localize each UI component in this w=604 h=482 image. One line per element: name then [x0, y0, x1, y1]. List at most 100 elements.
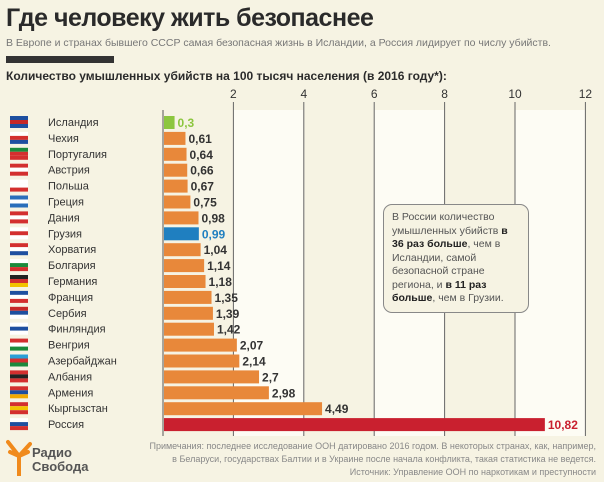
- note-bold: в 36 раз больше: [392, 224, 508, 251]
- value-label: 1,35: [215, 291, 239, 305]
- value-label: 1,04: [204, 243, 228, 257]
- flag-icon: [10, 275, 28, 279]
- note-text: В России количество умышленных убийств: [392, 211, 502, 237]
- country-label: Франция: [48, 292, 93, 304]
- flag-icon: [10, 374, 28, 379]
- value-label: 2,14: [242, 355, 266, 369]
- flag-icon: [10, 306, 28, 311]
- divider: [6, 56, 114, 63]
- country-label: Хорватия: [48, 244, 96, 256]
- country-label: Армения: [48, 387, 93, 399]
- flag-icon: [10, 426, 28, 431]
- flag-icon: [10, 354, 28, 359]
- source-line: Источник: Управление ООН по наркотикам и…: [349, 467, 596, 477]
- flag-icon: [10, 131, 28, 136]
- country-label: Австрия: [48, 165, 90, 177]
- country-label: Чехия: [48, 133, 79, 145]
- value-label: 2,98: [272, 386, 296, 400]
- flag-icon: [10, 386, 28, 391]
- footnote: Примечания: последнее исследование ООН д…: [149, 440, 596, 479]
- flag-icon: [10, 370, 28, 375]
- flag-icon: [10, 243, 28, 248]
- flag-icon: [10, 167, 28, 172]
- country-label: Кыргызстан: [48, 403, 108, 415]
- note-bold: в 11 раз больше: [392, 278, 487, 305]
- bar: [164, 259, 205, 273]
- logo-line: Свобода: [32, 459, 89, 474]
- bar: [164, 306, 213, 320]
- flag-icon: [10, 139, 28, 144]
- flag-icon: [10, 330, 28, 335]
- bar: [164, 163, 188, 177]
- flag-icon: [10, 279, 28, 283]
- bar: [164, 354, 240, 368]
- flag-icon: [10, 283, 28, 287]
- flag-icon: [10, 135, 28, 140]
- flag-icon: [10, 294, 28, 299]
- value-label: 10,82: [548, 418, 578, 432]
- page-title: Где человеку жить безопаснее: [6, 4, 374, 32]
- flag-icon: [10, 195, 28, 200]
- flag-icon: [10, 203, 28, 208]
- flag-icon: [10, 151, 28, 156]
- flag-icon: [10, 120, 28, 124]
- subtitle: В Европе и странах бывшего СССР самая бе…: [6, 37, 551, 49]
- value-label: 0,3: [178, 116, 195, 130]
- value-label: 0,61: [188, 132, 212, 146]
- flag-icon: [10, 259, 28, 264]
- flag-icon: [10, 247, 28, 252]
- flag-icon: [10, 235, 28, 240]
- country-label: Сербия: [48, 308, 87, 320]
- value-label: 0,67: [191, 180, 215, 194]
- value-label: 0,75: [193, 196, 217, 210]
- country-label: Германия: [48, 276, 97, 288]
- flag-icon: [10, 314, 28, 319]
- x-tick-label: 6: [371, 87, 378, 101]
- flag-icon: [10, 338, 28, 343]
- value-label: 4,49: [325, 402, 349, 416]
- flag-icon: [10, 402, 28, 407]
- bar: [164, 290, 212, 304]
- flag-icon: [10, 378, 28, 383]
- flag-icon: [10, 179, 28, 184]
- bar: [164, 116, 175, 129]
- flag-icon: [10, 155, 28, 160]
- bar: [164, 243, 201, 257]
- flag-icon: [10, 362, 28, 367]
- flag-icon: [10, 163, 28, 168]
- country-label: Грузия: [48, 228, 82, 240]
- annotation-box: В России количество умышленных убийств в…: [383, 204, 529, 313]
- flag-icon: [10, 346, 28, 351]
- flag-icon: [10, 406, 28, 411]
- flag-icon: [10, 211, 28, 216]
- flag-icon: [10, 251, 28, 256]
- country-label: Греция: [48, 197, 84, 209]
- value-label: 0,64: [190, 148, 214, 162]
- footnote-line: в Беларуси, государствах Балтии и в Укра…: [172, 454, 596, 464]
- flag-icon: [10, 227, 28, 232]
- x-tick-label: 8: [441, 87, 448, 101]
- flag-icon: [10, 183, 28, 188]
- flag-icon: [10, 290, 28, 295]
- value-label: 1,18: [209, 275, 233, 289]
- value-label: 2,7: [262, 370, 279, 384]
- country-label: Венгрия: [48, 340, 90, 352]
- country-label: Дания: [48, 212, 80, 224]
- flag-icon: [10, 187, 28, 192]
- note-text: , чем в Грузии.: [432, 292, 504, 304]
- x-tick-label: 12: [579, 87, 593, 101]
- bar: [164, 418, 545, 432]
- flag-icon: [10, 267, 28, 272]
- country-label: Россия: [48, 419, 84, 431]
- country-label: Азербайджан: [48, 356, 117, 368]
- flag-icon: [10, 124, 28, 128]
- x-tick-label: 10: [508, 87, 522, 101]
- country-label: Болгария: [48, 260, 96, 272]
- flag-icon: [10, 298, 28, 303]
- country-label: Финляндия: [48, 324, 106, 336]
- country-label: Польша: [48, 181, 90, 193]
- bar: [164, 322, 214, 336]
- value-label: 1,42: [217, 323, 241, 337]
- bar: [164, 275, 206, 288]
- value-label: 0,99: [202, 227, 226, 241]
